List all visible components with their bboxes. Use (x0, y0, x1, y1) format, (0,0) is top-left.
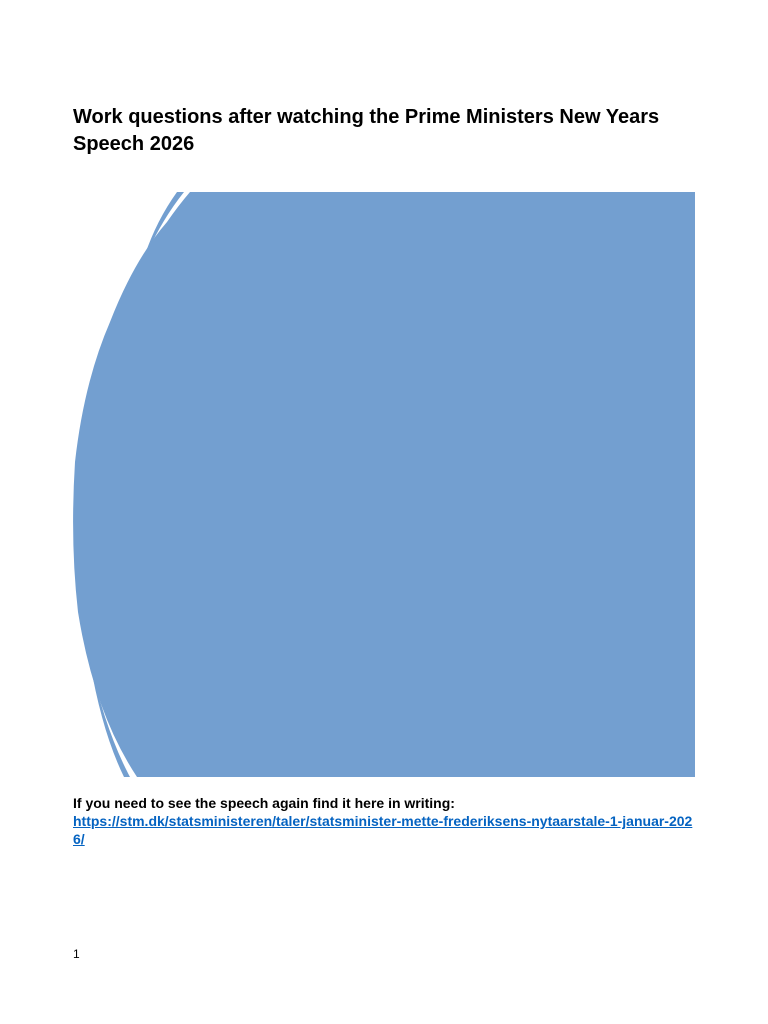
document-title: Work questions after watching the Prime … (73, 106, 660, 155)
intro-text: If you need to see the speech again find… (73, 795, 455, 811)
cover-main-shape (73, 192, 695, 777)
speech-reference: If you need to see the speech again find… (73, 794, 693, 848)
speech-link[interactable]: https://stm.dk/statsministeren/taler/sta… (73, 813, 693, 847)
cover-graphic (73, 192, 695, 777)
page-number: 1 (73, 947, 80, 961)
